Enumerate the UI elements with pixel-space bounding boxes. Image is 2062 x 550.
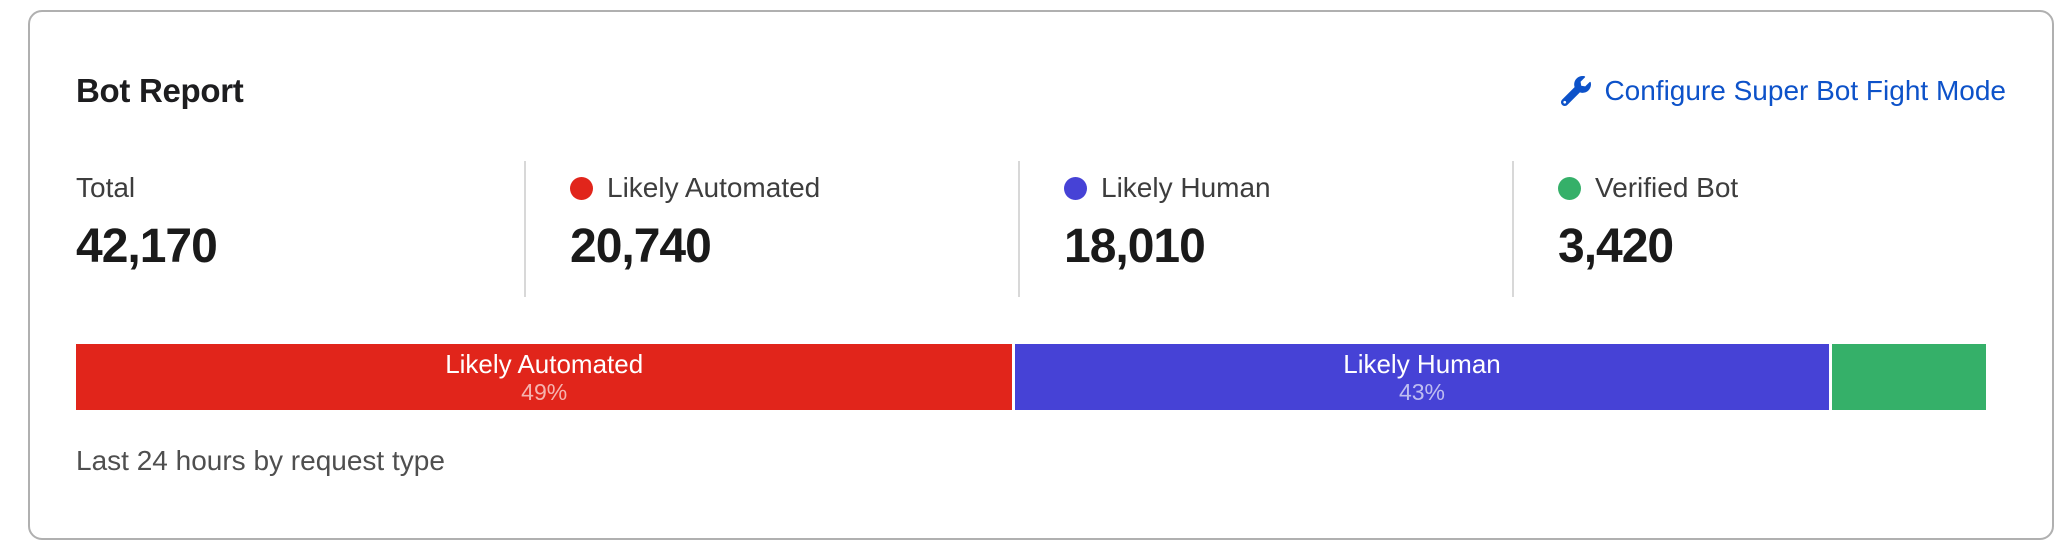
stat-total-value: 42,170	[76, 220, 218, 273]
segment-label: Likely Human	[1343, 349, 1501, 379]
verified-bot-dot-icon	[1558, 176, 1581, 200]
wrench-icon	[1561, 75, 1592, 106]
stat-likely-human-value: 18,010	[1064, 220, 1206, 273]
segment-label: Likely Automated	[445, 349, 644, 379]
stat-total-label: Total	[76, 172, 136, 203]
stats-row: Total 42,170 Likely Automated 20,740 Lik…	[76, 161, 2006, 297]
card-header: Bot Report Configure Super Bot Fight Mod…	[76, 70, 2006, 111]
stat-likely-automated-value: 20,740	[570, 220, 712, 273]
segment-percent: 43%	[1398, 379, 1446, 405]
bot-report-card: Bot Report Configure Super Bot Fight Mod…	[28, 10, 2054, 540]
bar-segment-likely-automated: Likely Automated 49%	[76, 344, 1013, 410]
likely-human-dot-icon	[1064, 176, 1087, 200]
stat-verified-bot-value: 3,420	[1558, 220, 1674, 273]
stat-likely-automated-label: Likely Automated	[607, 172, 821, 203]
stat-total: Total 42,170	[76, 161, 524, 297]
stat-likely-human: Likely Human 18,010	[1018, 161, 1512, 297]
stat-verified-bot-label: Verified Bot	[1595, 172, 1739, 203]
likely-automated-dot-icon	[570, 176, 593, 200]
stat-verified-bot: Verified Bot 3,420	[1512, 161, 2006, 297]
configure-link-label: Configure Super Bot Fight Mode	[1604, 74, 2006, 106]
configure-super-bot-fight-mode-link[interactable]: Configure Super Bot Fight Mode	[1561, 75, 2006, 107]
stat-likely-human-label: Likely Human	[1101, 172, 1271, 203]
bar-segment-verified-bot	[1831, 344, 1986, 410]
stacked-bar-chart: Likely Automated 49% Likely Human 43%	[76, 344, 1986, 410]
page-title: Bot Report	[76, 72, 244, 109]
segment-percent: 49%	[521, 379, 568, 405]
chart-caption: Last 24 hours by request type	[76, 445, 445, 476]
stat-likely-automated: Likely Automated 20,740	[524, 161, 1018, 297]
bar-segment-likely-human: Likely Human 43%	[1015, 344, 1829, 410]
